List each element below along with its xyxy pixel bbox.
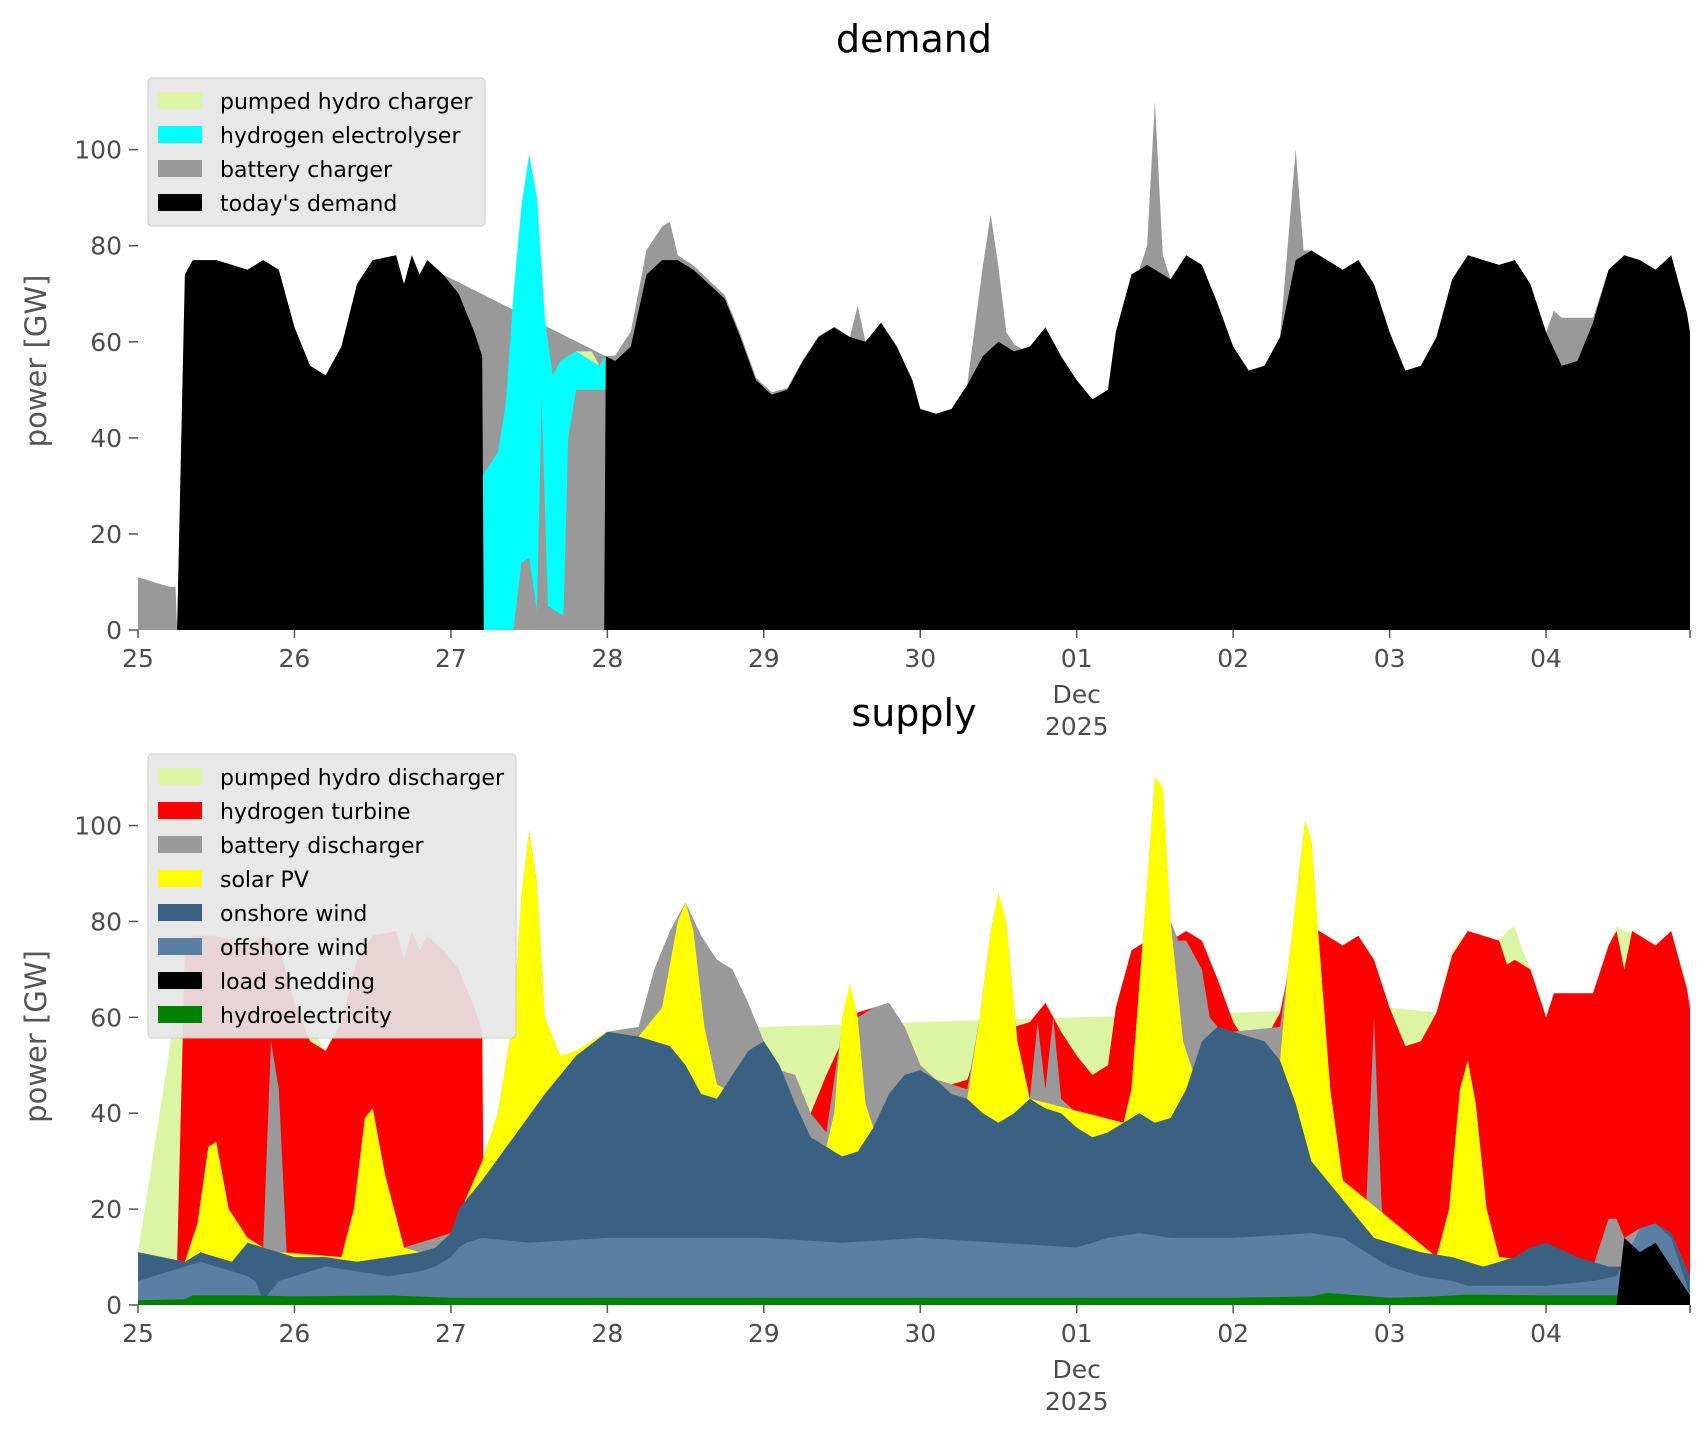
y-tick-label: 100 — [74, 136, 122, 165]
area-offshore-wind — [138, 1223, 1690, 1305]
x-tick-label: 26 — [279, 1319, 311, 1348]
legend-label-pumped-hydro-discharger: pumped hydro discharger — [220, 766, 505, 791]
legend-swatch-hydrogen-electrolyser — [158, 126, 202, 143]
y-tick-label: 40 — [90, 1099, 122, 1128]
y-tick-label: 0 — [106, 1291, 122, 1320]
y-tick-label: 40 — [90, 424, 122, 453]
legend-swatch-battery-charger — [158, 160, 202, 177]
plot-area — [138, 101, 1690, 631]
x-tick-label: 30 — [904, 644, 936, 673]
legend-swatch-offshore-wind — [158, 938, 202, 955]
legend-label-today-s-demand: today's demand — [220, 192, 397, 217]
legend-label-onshore-wind: onshore wind — [220, 902, 367, 927]
y-tick-label: 0 — [106, 616, 122, 645]
legend-label-load-shedding: load shedding — [220, 970, 375, 995]
legend-swatch-load-shedding — [158, 972, 202, 989]
legend-swatch-hydroelectricity — [158, 1006, 202, 1023]
y-tick-label: 80 — [90, 232, 122, 261]
y-tick-label: 60 — [90, 328, 122, 357]
legend-swatch-onshore-wind — [158, 904, 202, 921]
x-tick-label: 02 — [1217, 644, 1249, 673]
legend-label-battery-discharger: battery discharger — [220, 834, 425, 859]
x-tick-label: 04 — [1530, 644, 1562, 673]
x-tick-label: 25 — [122, 1319, 154, 1348]
y-tick-label: 80 — [90, 907, 122, 936]
legend-label-offshore-wind: offshore wind — [220, 936, 369, 961]
y-tick-label: 60 — [90, 1003, 122, 1032]
legend-label-battery-charger: battery charger — [220, 158, 393, 183]
legend-label-solar-pv: solar PV — [220, 868, 309, 893]
legend: pumped hydro discharger hydrogen turbine b… — [147, 753, 517, 1039]
y-axis-label: power [GW] — [19, 950, 53, 1123]
legend-label-pumped-hydro-charger: pumped hydro charger — [220, 90, 473, 115]
area-today-s-demand — [138, 250, 1690, 630]
plot-area — [138, 777, 1690, 1305]
y-axis-label: power [GW] — [19, 275, 53, 448]
legend-swatch-today-s-demand — [158, 194, 202, 211]
y-tick-label: 20 — [90, 1195, 122, 1224]
y-tick-label: 20 — [90, 520, 122, 549]
legend-label-hydrogen-electrolyser: hydrogen electrolyser — [220, 124, 461, 149]
x-tick-label: 25 — [122, 644, 154, 673]
legend-box — [147, 753, 517, 1039]
x-tick-label: 01 — [1061, 1319, 1093, 1348]
chart-title-supply: supply — [851, 691, 976, 735]
x-tick-label: 28 — [591, 1319, 623, 1348]
x-tick-sublabel: 2025 — [1045, 1387, 1109, 1416]
x-tick-label: 27 — [435, 1319, 467, 1348]
area-hydroelectricity — [138, 1293, 1690, 1305]
chart-title-demand: demand — [836, 17, 992, 61]
y-tick-label: 100 — [74, 812, 122, 841]
x-tick-label: 29 — [748, 1319, 780, 1348]
x-tick-label: 03 — [1374, 644, 1406, 673]
x-tick-label: 29 — [748, 644, 780, 673]
x-tick-sublabel: 2025 — [1045, 712, 1109, 741]
x-tick-label: 03 — [1374, 1319, 1406, 1348]
legend-swatch-pumped-hydro-discharger — [158, 768, 202, 785]
x-tick-sublabel: Dec — [1053, 680, 1101, 709]
x-tick-sublabel: Dec — [1053, 1355, 1101, 1384]
x-tick-label: 04 — [1530, 1319, 1562, 1348]
legend-box — [147, 77, 486, 227]
x-tick-label: 28 — [591, 644, 623, 673]
legend-swatch-hydrogen-turbine — [158, 802, 202, 819]
legend-swatch-solar-pv — [158, 870, 202, 887]
x-tick-label: 27 — [435, 644, 467, 673]
legend-swatch-pumped-hydro-charger — [158, 92, 202, 109]
x-tick-label: 02 — [1217, 1319, 1249, 1348]
x-tick-label: 01 — [1061, 644, 1093, 673]
legend-label-hydrogen-turbine: hydrogen turbine — [220, 800, 411, 825]
x-tick-label: 26 — [279, 644, 311, 673]
legend: pumped hydro charger hydrogen electrolyse… — [147, 77, 486, 227]
area-battery-charger-mid — [450, 389, 606, 630]
x-tick-label: 30 — [904, 1319, 936, 1348]
legend-label-hydroelectricity: hydroelectricity — [220, 1004, 392, 1029]
legend-swatch-battery-discharger — [158, 836, 202, 853]
